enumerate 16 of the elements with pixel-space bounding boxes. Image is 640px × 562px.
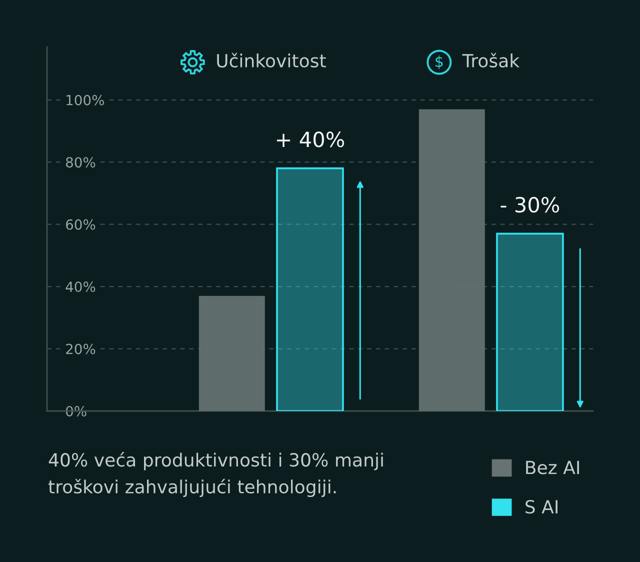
text: 40% veća produktivnosti i 30% manji troškovi zahvaljujući tehnologiji.	[48, 452, 383, 498]
legend-label: S AI	[526, 500, 558, 514]
y-tick-label: 80%	[66, 157, 96, 168]
bar	[198, 296, 265, 411]
annotation: - 30%	[500, 196, 560, 213]
annotation: + 40%	[277, 132, 344, 148]
bar	[418, 109, 485, 411]
x-tick-label: Trošak	[462, 52, 520, 68]
y-tick-label: 100%	[66, 94, 104, 106]
bar	[276, 167, 344, 411]
legend-label: Bez AI	[526, 460, 579, 474]
y-tick-label: 60%	[66, 219, 96, 230]
x-tick-label: Učinkovitost	[217, 52, 326, 68]
y-tick-label: 20%	[66, 344, 96, 354]
bar	[496, 232, 564, 411]
y-tick-label: 40%	[66, 282, 96, 292]
